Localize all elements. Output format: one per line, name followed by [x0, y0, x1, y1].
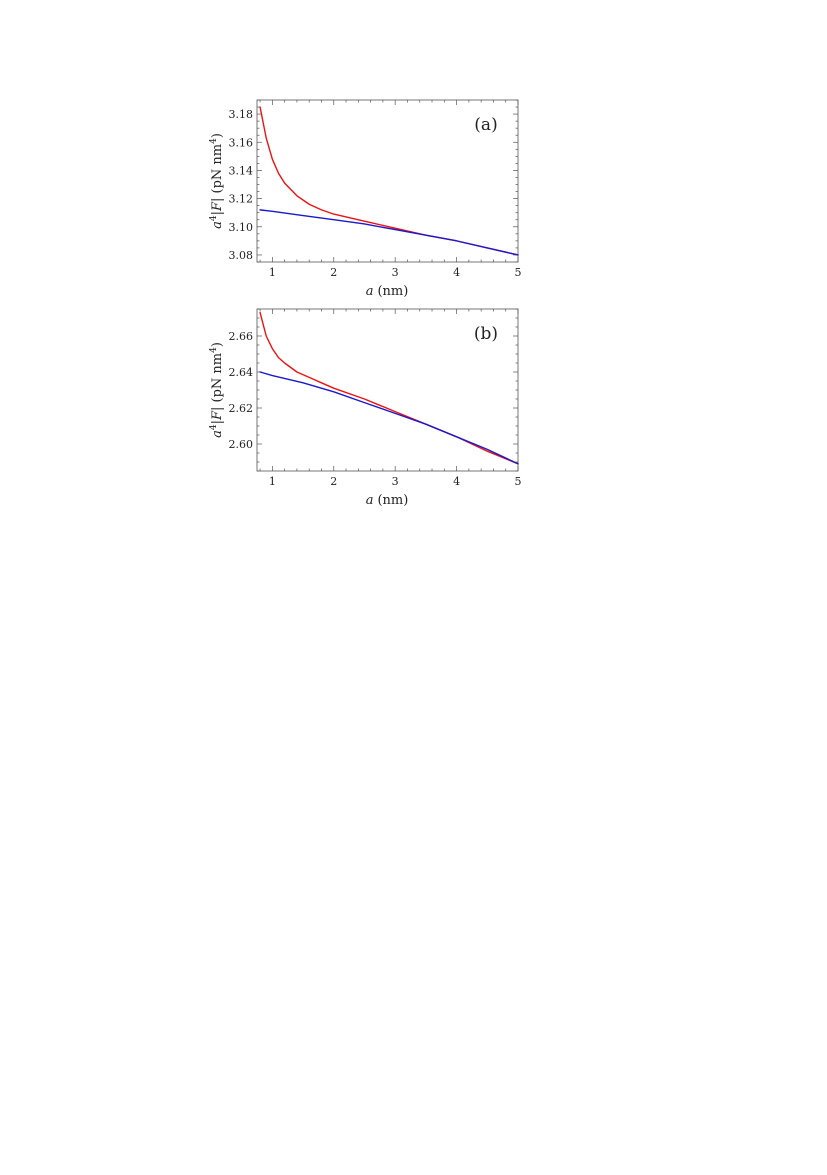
x-tick-label: 5	[515, 266, 522, 279]
x-axis-label: a (nm)	[366, 284, 409, 299]
plot-curves	[259, 311, 519, 465]
y-axis-label: a4|F| (pN nm4)	[209, 133, 225, 229]
plot-frame	[256, 99, 519, 263]
y-tick-label: 2.60	[229, 438, 254, 451]
x-tick-label: 1	[269, 475, 276, 488]
x-axis-variable: a	[366, 284, 374, 299]
y-tick-label: 2.66	[229, 330, 254, 343]
x-tick-label: 1	[269, 266, 276, 279]
y-tick-labels: 3.08 3.10 3.12 3.14 3.16 3.18	[229, 108, 254, 262]
x-tick-label: 3	[392, 475, 399, 488]
blue-curve	[259, 209, 519, 256]
y-tick-label: 3.14	[229, 164, 254, 177]
x-axis-variable: a	[366, 493, 374, 508]
panel-label: (a)	[474, 115, 497, 135]
y-tick-label: 3.10	[229, 221, 254, 234]
y-tick-label: 2.64	[229, 366, 254, 379]
x-tick-label: 5	[515, 475, 522, 488]
axis-ticks	[257, 99, 519, 263]
chart-panel-b: 1 2 3 4 5 2.60 2.62 2.64 2.66 (b) a (nm) a4|F| (…	[209, 308, 522, 508]
blue-curve	[259, 371, 519, 465]
y-tick-label: 3.18	[229, 108, 254, 121]
y-tick-label: 2.62	[229, 402, 254, 415]
x-tick-label: 2	[330, 266, 337, 279]
y-tick-label: 3.08	[229, 249, 254, 262]
x-tick-label: 3	[392, 266, 399, 279]
x-tick-label: 4	[453, 475, 460, 488]
y-tick-label: 3.16	[229, 136, 254, 149]
y-tick-labels: 2.60 2.62 2.64 2.66	[229, 330, 254, 451]
x-axis-unit: (nm)	[377, 493, 408, 508]
x-tick-labels: 1 2 3 4 5	[269, 266, 522, 279]
x-axis-label: a (nm)	[366, 493, 409, 508]
y-axis-label: a4|F| (pN nm4)	[209, 342, 225, 438]
x-tick-label: 4	[453, 266, 460, 279]
x-tick-labels: 1 2 3 4 5	[269, 475, 522, 488]
chart-panel-a: 1 2 3 4 5 3.08 3.10 3.12 3.14 3.16 3.18 (a) a (nm)…	[209, 99, 522, 299]
axis-ticks	[257, 308, 519, 472]
plot-curves	[259, 106, 519, 256]
panel-label: (b)	[474, 324, 498, 344]
x-tick-label: 2	[330, 475, 337, 488]
x-axis-unit: (nm)	[377, 284, 408, 299]
y-tick-label: 3.12	[229, 193, 254, 206]
